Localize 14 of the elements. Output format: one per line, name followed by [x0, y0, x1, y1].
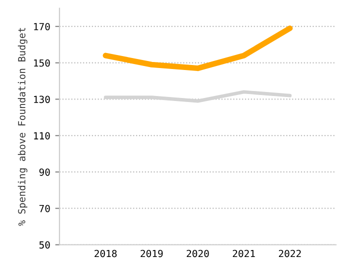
line-series [104, 90, 292, 103]
y-tick-label: 50 [39, 241, 50, 249]
x-tick-label: 2018 [94, 250, 117, 258]
x-tick-label: 2020 [186, 250, 209, 258]
x-tick-label: 2019 [140, 250, 163, 258]
y-tick-label: 90 [39, 168, 50, 176]
x-tick-label: 2021 [232, 250, 255, 258]
y-axis-title: % Spending above Foundation Budget [18, 28, 28, 226]
y-tick-label: 70 [39, 204, 50, 212]
y-tick-label: 110 [34, 132, 50, 140]
y-tick-label: 150 [34, 59, 50, 67]
x-tick-label: 2022 [278, 250, 301, 258]
y-tick-label: 130 [34, 96, 50, 104]
y-tick-label: 170 [34, 22, 50, 30]
